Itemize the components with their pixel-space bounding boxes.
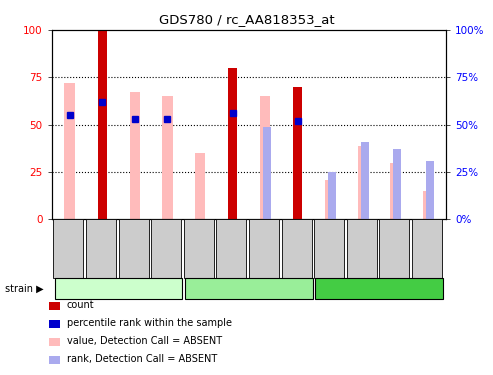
- Bar: [263, 127, 271, 219]
- Bar: [260, 96, 271, 219]
- Text: GDS780 / rc_AA818353_at: GDS780 / rc_AA818353_at: [159, 13, 334, 26]
- Bar: [393, 149, 401, 219]
- Text: rank, Detection Call = ABSENT: rank, Detection Call = ABSENT: [67, 354, 217, 364]
- Text: GSM30986: GSM30986: [255, 220, 264, 264]
- Text: GSM30984: GSM30984: [190, 220, 199, 264]
- Text: DA: DA: [371, 282, 388, 295]
- Text: strain ▶: strain ▶: [5, 284, 43, 293]
- Text: GSM30983: GSM30983: [157, 220, 166, 264]
- Bar: [328, 172, 336, 219]
- Text: GSM30988: GSM30988: [320, 220, 329, 264]
- Text: GSM30981: GSM30981: [92, 220, 101, 264]
- Bar: [358, 146, 368, 219]
- Bar: [98, 30, 107, 219]
- Text: COP: COP: [106, 282, 131, 295]
- Bar: [162, 96, 173, 219]
- Text: GSM30987: GSM30987: [287, 220, 297, 264]
- Bar: [325, 180, 336, 219]
- Text: value, Detection Call = ABSENT: value, Detection Call = ABSENT: [67, 336, 222, 346]
- Bar: [360, 142, 369, 219]
- Bar: [130, 93, 140, 219]
- Text: GSM31004: GSM31004: [418, 220, 427, 264]
- Text: COP x DA: COP x DA: [221, 282, 277, 295]
- Text: GSM30990: GSM30990: [353, 220, 362, 264]
- Text: GSM30982: GSM30982: [125, 220, 134, 264]
- Bar: [195, 153, 205, 219]
- Bar: [423, 191, 433, 219]
- Bar: [228, 68, 237, 219]
- Text: GSM31003: GSM31003: [386, 220, 394, 264]
- Text: percentile rank within the sample: percentile rank within the sample: [67, 318, 232, 328]
- Bar: [293, 87, 302, 219]
- Text: count: count: [67, 300, 94, 310]
- Bar: [390, 163, 401, 219]
- Text: GSM30980: GSM30980: [59, 220, 69, 264]
- Bar: [426, 160, 434, 219]
- Bar: [65, 83, 75, 219]
- Text: GSM30985: GSM30985: [222, 220, 231, 264]
